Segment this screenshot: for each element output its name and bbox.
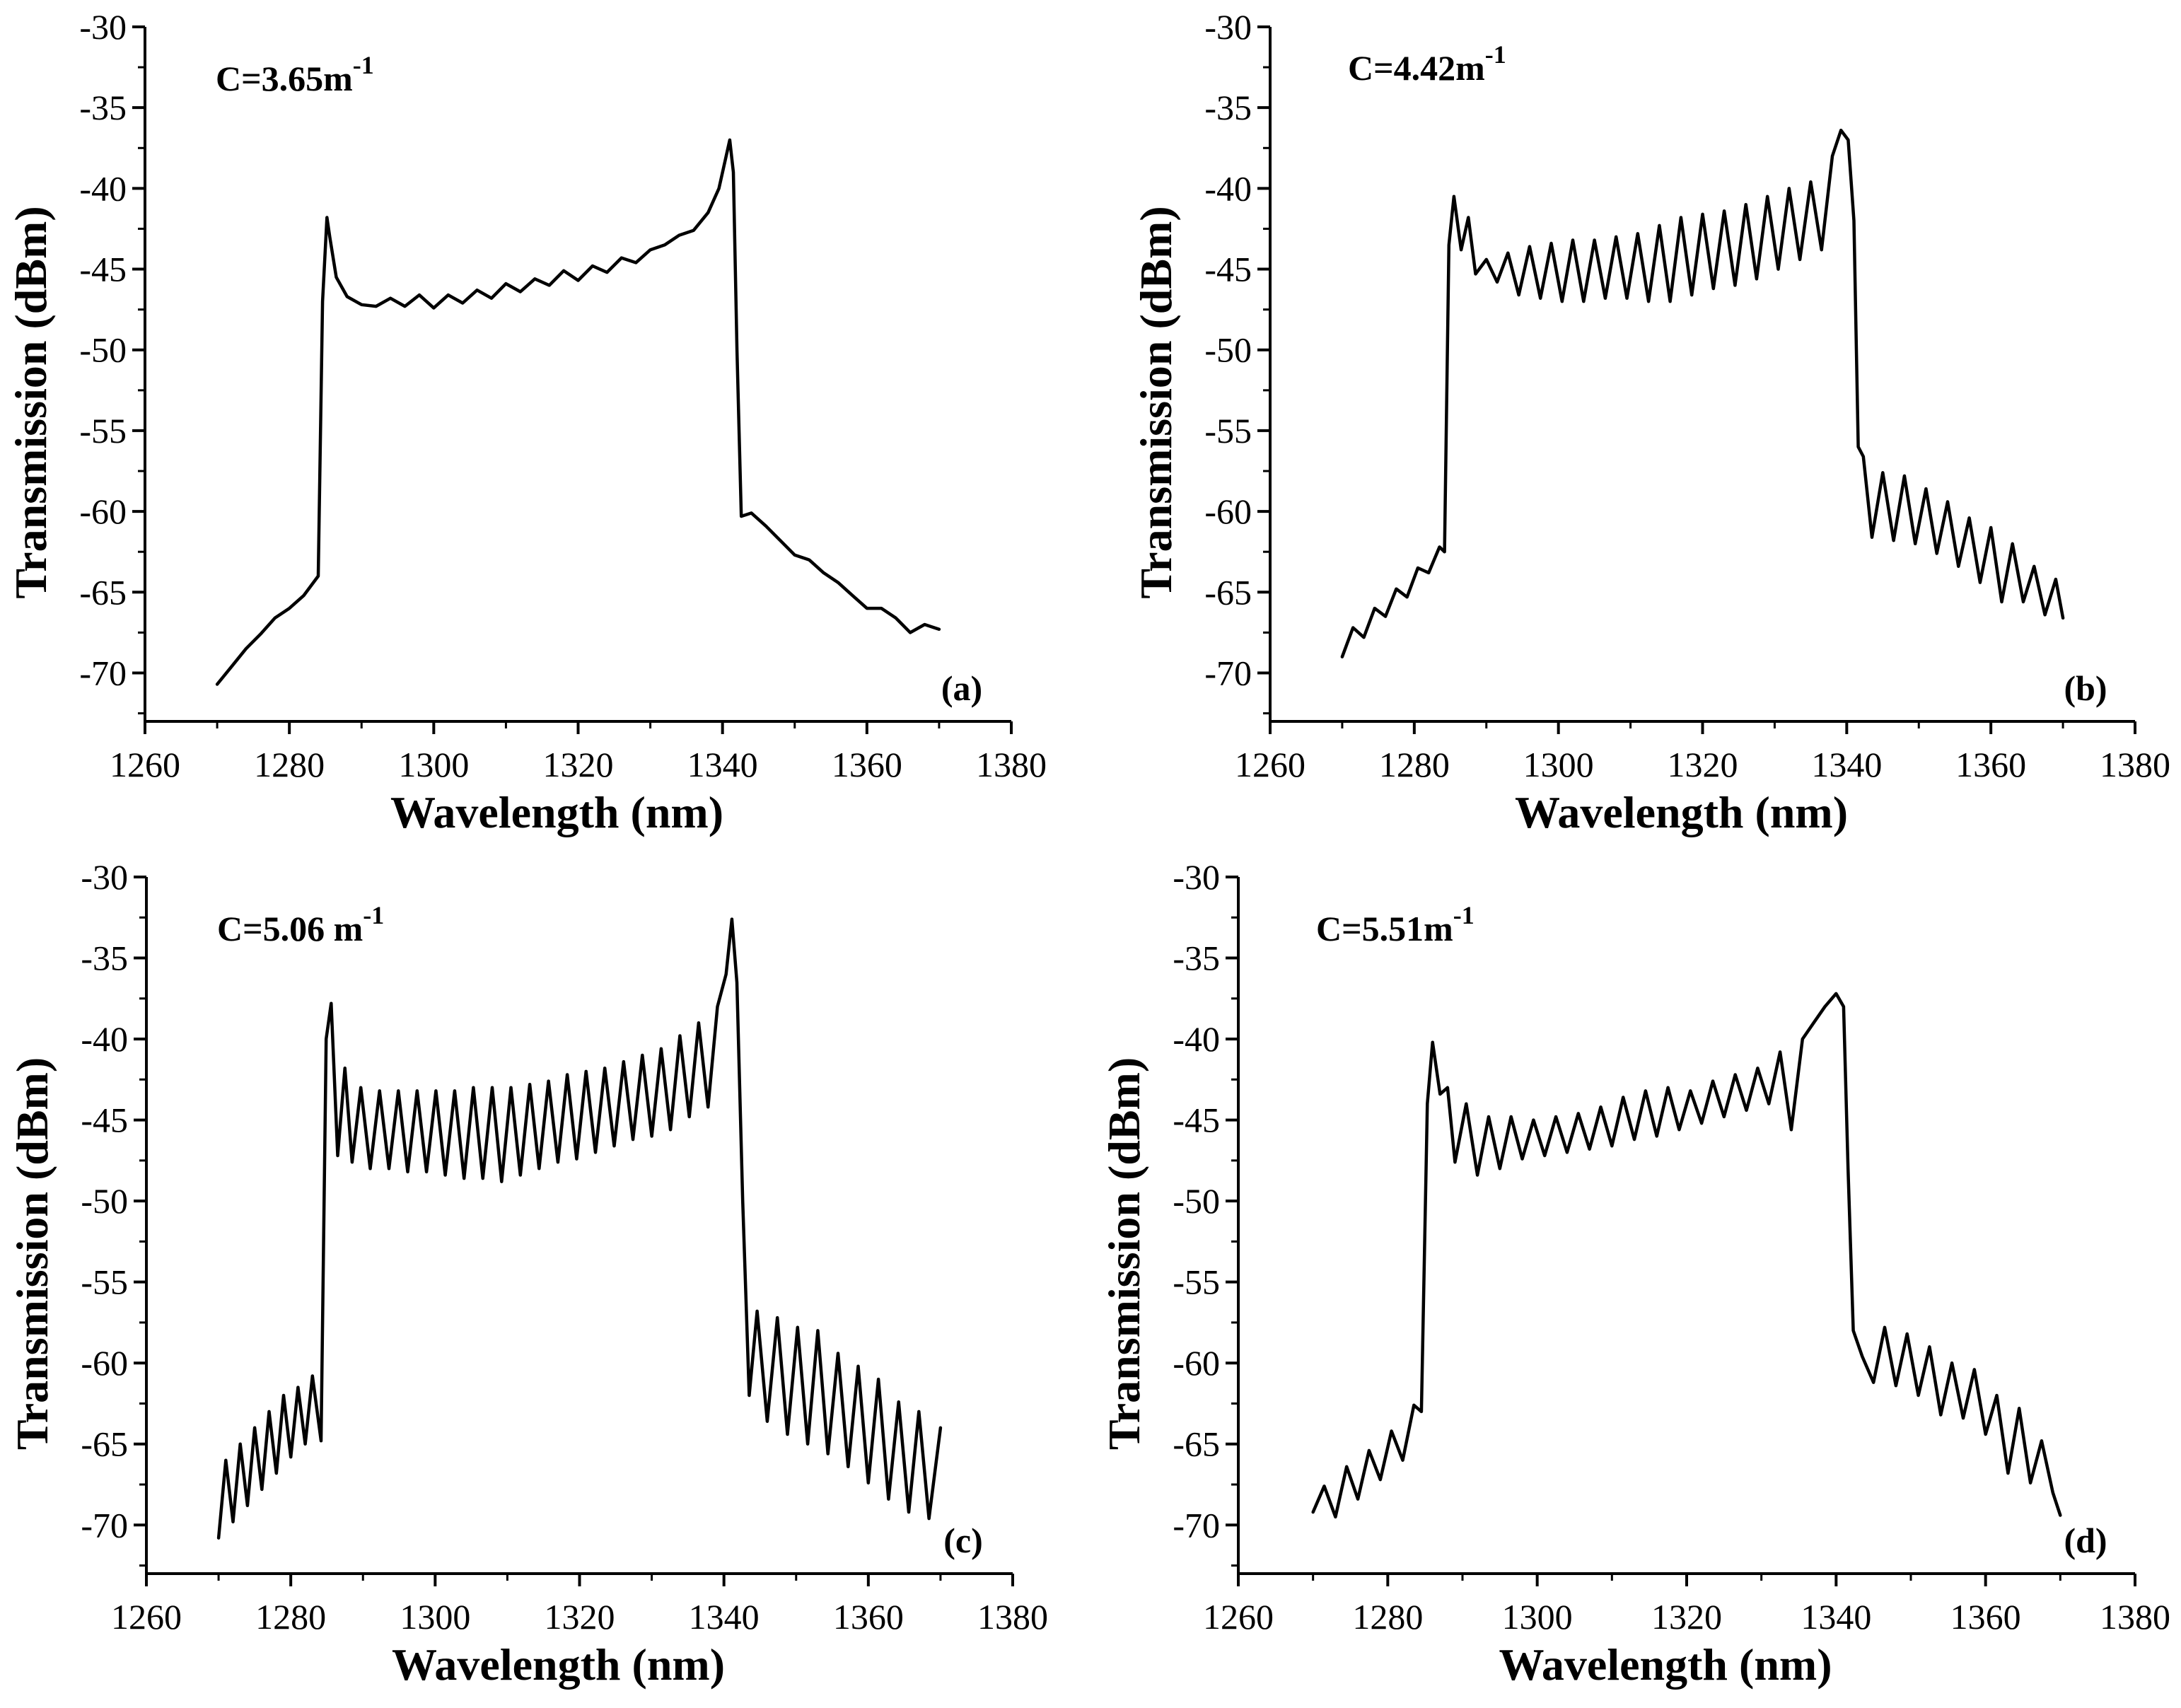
y-tick-label: -65 <box>81 1424 128 1464</box>
annotation-exponent: -1 <box>363 901 384 929</box>
annotation-exponent: -1 <box>353 51 374 79</box>
x-tick-label: 1380 <box>2100 1597 2170 1637</box>
y-axis-title: Transmission (dBm) <box>7 1057 57 1450</box>
x-tick-label: 1340 <box>1811 745 1882 784</box>
y-tick-label: -70 <box>1173 1505 1220 1545</box>
x-tick-label: 1280 <box>1379 745 1450 784</box>
y-tick-label: -30 <box>79 7 127 47</box>
x-tick-label: 1340 <box>687 745 758 784</box>
x-tick-label: 1280 <box>1352 1597 1423 1637</box>
x-tick-label: 1320 <box>545 1597 615 1637</box>
curvature-annotation: C=4.42m-1 <box>1348 40 1506 88</box>
x-tick-label: 1320 <box>543 745 614 784</box>
y-tick-label: -65 <box>79 572 127 612</box>
y-tick-label: -55 <box>1173 1262 1220 1302</box>
y-tick-label: -35 <box>1173 939 1220 978</box>
chart-panel-d: 1260 1280 1300 1320 1340 1360 1380 -30 -35 -40 -45… <box>1099 857 2170 1690</box>
chart-panel-c: 1260 1280 1300 1320 1340 1360 1380 -30 -35 -40 -45… <box>7 857 1048 1690</box>
annotation-base: C=5.51m <box>1316 909 1453 948</box>
x-tick-label: 1360 <box>1950 1597 2021 1637</box>
y-tick-label: -40 <box>81 1019 128 1059</box>
x-tick-label: 1280 <box>255 1597 326 1637</box>
annotation-base: C=3.65m <box>216 59 353 98</box>
y-tick-label: -45 <box>1173 1100 1220 1140</box>
x-tick-label: 1260 <box>110 745 180 784</box>
panel-label: (d) <box>2064 1521 2107 1560</box>
y-tick-label: -50 <box>1204 330 1252 370</box>
x-axis-title: Wavelength (nm) <box>1515 787 1848 837</box>
y-tick-label: -55 <box>81 1262 128 1302</box>
y-tick-label: -70 <box>81 1505 128 1545</box>
x-tick-label: 1380 <box>976 745 1047 784</box>
y-tick-label: -60 <box>79 492 127 531</box>
y-axis-title: Transmission (dBm) <box>1131 206 1181 598</box>
x-axis-title: Wavelength (nm) <box>392 1639 725 1690</box>
x-tick-label: 1300 <box>398 745 469 784</box>
y-tick-label: -50 <box>1173 1181 1220 1221</box>
x-tick-label: 1320 <box>1651 1597 1722 1637</box>
y-tick-label: -45 <box>79 250 127 289</box>
y-tick-label: -40 <box>1173 1019 1220 1059</box>
annotation-exponent: -1 <box>1453 901 1475 929</box>
x-tick-label: 1340 <box>1801 1597 1871 1637</box>
series-line-0 <box>216 917 943 1540</box>
y-tick-label: -35 <box>79 88 127 127</box>
y-tick-label: -45 <box>81 1100 128 1140</box>
panel-label: (c) <box>943 1521 983 1560</box>
annotation-base: C=4.42m <box>1348 48 1485 88</box>
x-tick-label: 1360 <box>1955 745 2026 784</box>
y-tick-label: -60 <box>1173 1343 1220 1383</box>
y-axis-title: Transmission (dBm) <box>6 206 56 598</box>
y-tick-label: -35 <box>81 939 128 978</box>
curvature-annotation: C=5.06 m-1 <box>217 901 384 948</box>
x-tick-label: 1380 <box>2100 745 2170 784</box>
x-tick-label: 1380 <box>977 1597 1048 1637</box>
chart-panel-a: 1260 1280 1300 1320 1340 1360 1380 -30 -35 -40 -45… <box>6 7 1047 837</box>
y-tick-label: -70 <box>1204 653 1252 692</box>
annotation-exponent: -1 <box>1485 40 1506 69</box>
y-tick-label: -60 <box>1204 492 1252 531</box>
x-tick-label: 1260 <box>111 1597 182 1637</box>
x-axis-title: Wavelength (nm) <box>390 787 723 837</box>
curvature-annotation: C=5.51m-1 <box>1316 901 1475 948</box>
panel-label: (b) <box>2064 668 2107 708</box>
x-tick-label: 1260 <box>1203 1597 1274 1637</box>
y-tick-label: -30 <box>1173 857 1220 897</box>
x-tick-label: 1320 <box>1668 745 1738 784</box>
y-tick-label: -55 <box>1204 411 1252 451</box>
x-tick-label: 1280 <box>254 745 325 784</box>
y-axis-title: Transmission (dBm) <box>1099 1057 1149 1450</box>
y-tick-label: -65 <box>1204 572 1252 612</box>
y-tick-label: -40 <box>1204 168 1252 208</box>
x-axis-title: Wavelength (nm) <box>1499 1639 1832 1690</box>
y-tick-label: -55 <box>79 411 127 451</box>
y-tick-label: -50 <box>79 330 127 370</box>
x-tick-label: 1340 <box>689 1597 760 1637</box>
panel-label: (a) <box>941 668 982 708</box>
y-tick-label: -30 <box>81 857 128 897</box>
y-tick-label: -40 <box>79 168 127 208</box>
x-tick-label: 1360 <box>832 745 902 784</box>
y-tick-label: -45 <box>1204 250 1252 289</box>
y-tick-label: -65 <box>1173 1424 1220 1464</box>
x-tick-label: 1300 <box>1523 745 1594 784</box>
y-tick-label: -30 <box>1204 7 1252 47</box>
y-tick-label: -70 <box>79 653 127 692</box>
annotation-base: C=5.06 m <box>217 909 363 948</box>
x-tick-label: 1300 <box>1502 1597 1573 1637</box>
series-line-0 <box>1311 992 2062 1519</box>
curvature-annotation: C=3.65m-1 <box>216 51 374 98</box>
y-tick-label: -60 <box>81 1343 128 1383</box>
y-tick-label: -50 <box>81 1181 128 1221</box>
series-line-0 <box>1340 128 2065 658</box>
x-tick-label: 1260 <box>1235 745 1305 784</box>
series-line-0 <box>215 138 941 686</box>
y-tick-label: -35 <box>1204 88 1252 127</box>
x-tick-label: 1300 <box>400 1597 470 1637</box>
chart-panel-b: 1260 1280 1300 1320 1340 1360 1380 -30 -35 -40 -45… <box>1131 7 2170 837</box>
x-tick-label: 1360 <box>833 1597 904 1637</box>
